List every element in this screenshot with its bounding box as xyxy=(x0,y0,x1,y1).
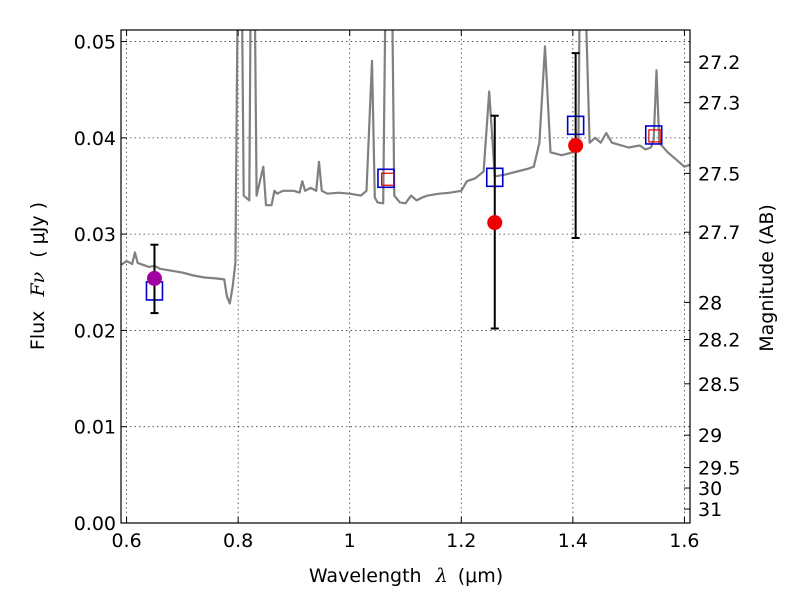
x-tick-label: 1.2 xyxy=(446,530,476,552)
y2-tick-label: 29 xyxy=(698,425,722,447)
y-axis-title-symbol: Fν xyxy=(27,271,49,297)
model-photometry-marker xyxy=(644,125,663,145)
x-axis-title-prefix: Wavelength xyxy=(309,565,422,587)
y-tick-label: 0.02 xyxy=(74,320,116,342)
plot-frame xyxy=(120,29,691,524)
y-axis-ticks: 0.00 0.01 0.02 0.03 0.04 0.05 xyxy=(74,32,127,535)
y-axis-title-unit: ( μJy ) xyxy=(27,202,49,258)
y-tick-label: 0.04 xyxy=(74,128,116,150)
y2-tick-label: 28 xyxy=(698,292,722,314)
observed-photometry-marker xyxy=(568,138,584,154)
y-tick-label: 0.03 xyxy=(74,224,116,246)
y2-tick-label: 27.2 xyxy=(698,52,740,74)
model-spectrum-line xyxy=(121,30,690,305)
y-axis-title: Flux Fν ( μJy ) xyxy=(27,202,49,350)
x-axis-title-unit: (μm) xyxy=(458,565,503,587)
x-tick-label: 1.6 xyxy=(669,530,699,552)
red-square-marker xyxy=(648,129,662,143)
x-tick-label: 1.4 xyxy=(558,530,588,552)
plot-area xyxy=(121,30,690,330)
x-axis-ticks: 0.6 0.8 1 1.2 1.4 1.6 xyxy=(111,30,700,552)
y-axis-title-prefix: Flux xyxy=(27,311,49,351)
y2-tick-label: 28.5 xyxy=(698,374,740,396)
y-tick-label: 0.05 xyxy=(74,32,116,54)
y2-tick-label: 31 xyxy=(698,499,722,521)
y2-tick-label: 29.5 xyxy=(698,458,740,480)
y2-tick-label: 27.5 xyxy=(698,163,740,185)
x-axis-title: Wavelength λ (μm) xyxy=(309,565,503,587)
y-tick-label: 0.00 xyxy=(74,513,116,535)
x-tick-label: 0.8 xyxy=(223,530,253,552)
y2-tick-label: 30 xyxy=(698,478,722,500)
x-tick-label: 0.6 xyxy=(111,530,141,552)
photometry-markers xyxy=(145,52,663,330)
x-axis-title-symbol: λ xyxy=(435,565,448,587)
red-square-marker xyxy=(381,172,395,186)
y2-tick-label: 27.7 xyxy=(698,222,740,244)
y2-tick-label: 27.3 xyxy=(698,93,740,115)
observed-photometry-marker xyxy=(487,215,503,231)
observed-photometry-marker xyxy=(146,270,162,286)
y2-tick-label: 28.2 xyxy=(698,330,740,352)
y-tick-label: 0.01 xyxy=(74,417,116,439)
y2-axis-title: Magnitude (AB) xyxy=(756,204,778,352)
x-tick-label: 1 xyxy=(344,530,356,552)
